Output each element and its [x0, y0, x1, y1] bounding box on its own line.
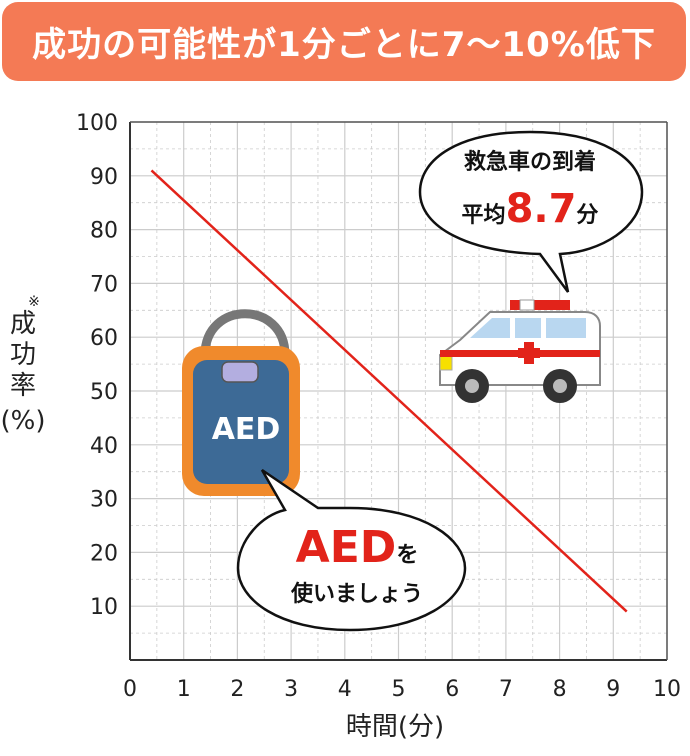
x-tick-label: 5	[392, 677, 406, 702]
ambulance-bubble-value: 8.7	[505, 186, 577, 232]
x-tick-label: 2	[230, 677, 244, 702]
x-tick-label: 3	[284, 677, 298, 702]
series-lines	[150, 169, 628, 613]
aed-bubble-small: を	[396, 543, 419, 568]
ambulance-bubble-suffix: 分	[576, 203, 599, 228]
x-tick-label: 1	[177, 677, 191, 702]
y-tick-label: 100	[76, 111, 118, 136]
aed-speech-bubble	[236, 468, 467, 632]
x-tick-label: 0	[123, 677, 137, 702]
x-tick-label: 9	[606, 677, 620, 702]
series-line	[150, 169, 628, 613]
aed-device-icon	[182, 309, 300, 496]
aed-bubble-line2: 使いましょう	[290, 582, 423, 607]
ambulance-icon	[439, 299, 601, 403]
y-tick-label: 70	[90, 272, 118, 297]
y-tick-label: 30	[90, 488, 118, 513]
x-axis-label: 時間(分)	[345, 712, 445, 742]
ambulance-bubble-line1: 救急車の到着	[463, 150, 596, 175]
title-banner: 成功の可能性が1分ごとに7～10%低下	[2, 2, 686, 81]
x-tick-label: 10	[653, 677, 681, 702]
ambulance-speech-bubble	[418, 130, 644, 293]
aed-bubble-line1: AEDを	[262, 522, 452, 573]
y-tick-label: 60	[90, 326, 118, 351]
x-tick-label: 8	[553, 677, 567, 702]
y-tick-label: 10	[90, 595, 118, 620]
ambulance-bubble-line2: 平均8.7分	[430, 186, 630, 232]
x-tick-label: 4	[338, 677, 352, 702]
y-tick-label: 90	[90, 165, 118, 190]
y-tick-label: 50	[90, 380, 118, 405]
x-tick-label: 7	[499, 677, 513, 702]
aed-bubble-big: AED	[295, 522, 397, 573]
axes	[129, 121, 668, 661]
x-tick-label: 6	[445, 677, 459, 702]
y-axis-label-unit: (%)	[0, 406, 46, 436]
y-tick-label: 80	[90, 219, 118, 244]
y-axis-label-mark: ※	[28, 294, 40, 310]
y-tick-label: 20	[90, 541, 118, 566]
tick-labels: 10 20 30 40 50 60 70 80 90 100 0 1 2 3 4 5 6 7 8 9 10	[76, 111, 681, 702]
y-axis-label-char-3: 率	[9, 371, 36, 401]
y-axis-label-char-1: 成	[9, 309, 36, 339]
ambulance-bubble-prefix: 平均	[461, 203, 506, 228]
aed-device-label: AED	[211, 412, 281, 447]
y-axis-label-char-2: 功	[9, 340, 36, 370]
y-tick-label: 40	[90, 434, 118, 459]
y-axis-label: ※ 成 功 率 (%)	[0, 295, 46, 440]
